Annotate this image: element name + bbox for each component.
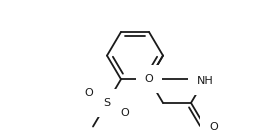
Text: O: O xyxy=(145,74,153,84)
Text: NH: NH xyxy=(197,76,213,86)
Text: O: O xyxy=(84,88,93,98)
Text: O: O xyxy=(209,122,218,131)
Text: S: S xyxy=(103,98,110,108)
Text: O: O xyxy=(121,108,130,118)
